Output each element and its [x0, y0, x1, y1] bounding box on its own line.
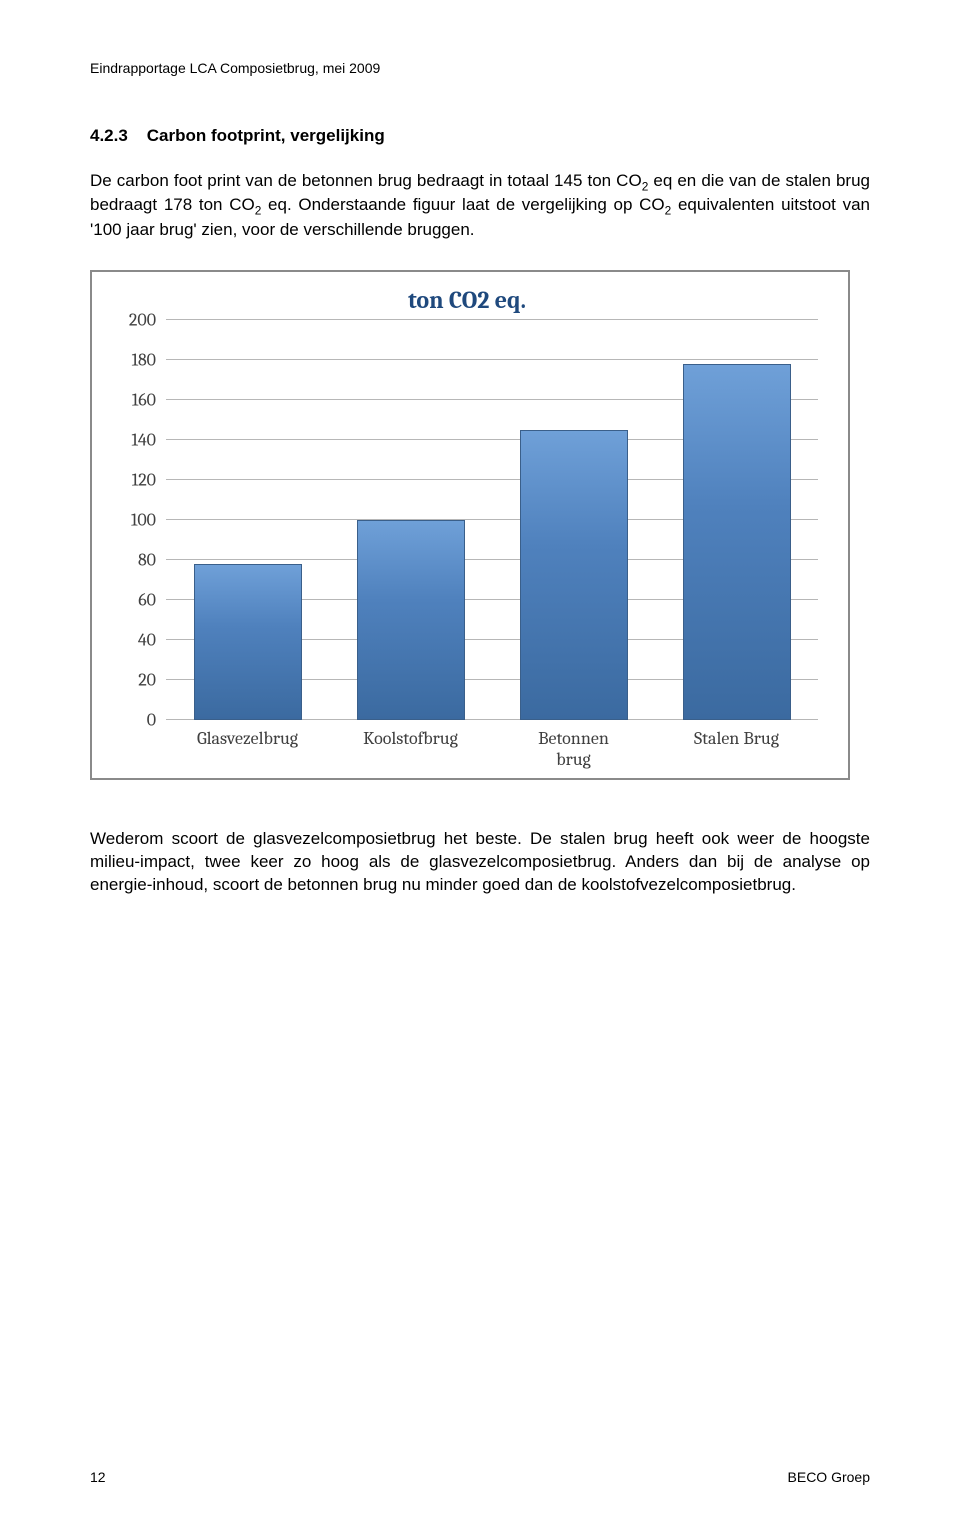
chart-title: ton CO2 eq.	[106, 286, 828, 314]
y-tick-label: 100	[131, 509, 166, 530]
page-footer: 12 BECO Groep	[90, 1469, 870, 1485]
footer-page-number: 12	[90, 1469, 106, 1485]
y-tick-label: 80	[138, 549, 166, 570]
y-tick-label: 40	[138, 629, 166, 650]
bars-row	[166, 320, 818, 720]
y-tick-label: 140	[131, 429, 166, 450]
heading-title: Carbon footprint, vergelijking	[147, 126, 385, 145]
bar	[683, 364, 791, 720]
header-left: Eindrapportage LCA Composietbrug, mei 20…	[90, 60, 870, 76]
bar-chart: ton CO2 eq. 020406080100120140160180200 …	[90, 270, 850, 780]
y-tick-label: 160	[132, 389, 166, 410]
bar	[194, 564, 302, 720]
x-tick-label: Koolstofbrug	[357, 728, 465, 770]
x-tick-label: Stalen Brug	[683, 728, 791, 770]
intro-paragraph: De carbon foot print van de betonnen bru…	[90, 170, 870, 242]
y-tick-label: 0	[147, 709, 166, 730]
plot-area: 020406080100120140160180200	[166, 320, 818, 720]
x-tick-label: Glasvezelbrug	[194, 728, 302, 770]
y-tick-label: 120	[132, 469, 166, 490]
bar	[357, 520, 465, 720]
heading-number: 4.2.3	[90, 126, 128, 145]
y-tick-label: 200	[129, 309, 166, 330]
intro-text-a: De carbon foot print van de betonnen bru…	[90, 171, 642, 190]
y-tick-label: 20	[138, 669, 166, 690]
footer-organization: BECO Groep	[788, 1469, 870, 1485]
conclusion-paragraph: Wederom scoort de glasvezelcomposietbrug…	[90, 828, 870, 897]
x-axis-labels: Glasvezelbrug Koolstofbrug Betonnen brug St…	[166, 728, 818, 770]
intro-text-c: eq. Onderstaande figuur laat de vergelij…	[261, 195, 664, 214]
y-tick-label: 60	[138, 589, 166, 610]
section-heading: 4.2.3 Carbon footprint, vergelijking	[90, 126, 870, 146]
x-tick-label: Betonnen brug	[520, 728, 628, 770]
y-tick-label: 180	[131, 349, 166, 370]
bar	[520, 430, 628, 720]
